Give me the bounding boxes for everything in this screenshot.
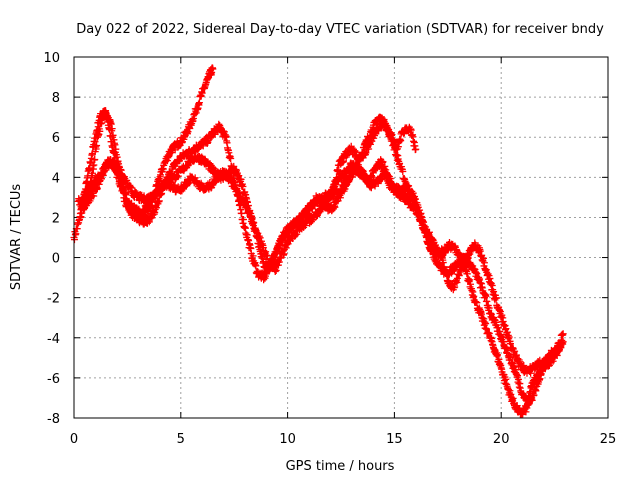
x-tick-label: 15 bbox=[386, 432, 403, 447]
plot-border bbox=[73, 56, 609, 419]
series-track-b bbox=[74, 107, 567, 418]
y-tick-label: -6 bbox=[47, 372, 60, 387]
y-tick-label: 0 bbox=[52, 252, 60, 267]
chart-title: Day 022 of 2022, Sidereal Day-to-day VTE… bbox=[76, 22, 604, 37]
series-track-e bbox=[316, 117, 420, 216]
x-tick-label: 20 bbox=[493, 432, 510, 447]
x-tick-label: 0 bbox=[70, 432, 78, 447]
y-tick-label: 4 bbox=[52, 171, 60, 186]
x-tick-label: 25 bbox=[600, 432, 617, 447]
data-points bbox=[70, 64, 567, 418]
y-tick-label: -8 bbox=[47, 412, 60, 427]
y-tick-label: -4 bbox=[47, 332, 60, 347]
series-markers bbox=[316, 117, 420, 216]
y-tick-label: 2 bbox=[52, 211, 60, 226]
series-markers bbox=[74, 107, 567, 418]
y-tick-label: 10 bbox=[43, 51, 60, 66]
y-axis-label: SDTVAR / TECUs bbox=[9, 184, 24, 291]
ticks bbox=[73, 56, 609, 419]
series-markers bbox=[79, 156, 567, 377]
grid bbox=[74, 57, 608, 418]
tick-labels: 0 5 10 15 20 25 -8 -6 -4 -2 0 2 4 6 8 10 bbox=[43, 51, 616, 447]
y-tick-label: -2 bbox=[47, 292, 60, 307]
series-track-d bbox=[79, 156, 567, 377]
y-tick-label: 8 bbox=[52, 91, 60, 106]
x-axis-label: GPS time / hours bbox=[286, 459, 395, 474]
x-tick-label: 10 bbox=[279, 432, 296, 447]
y-tick-label: 6 bbox=[52, 131, 60, 146]
x-tick-label: 5 bbox=[177, 432, 185, 447]
